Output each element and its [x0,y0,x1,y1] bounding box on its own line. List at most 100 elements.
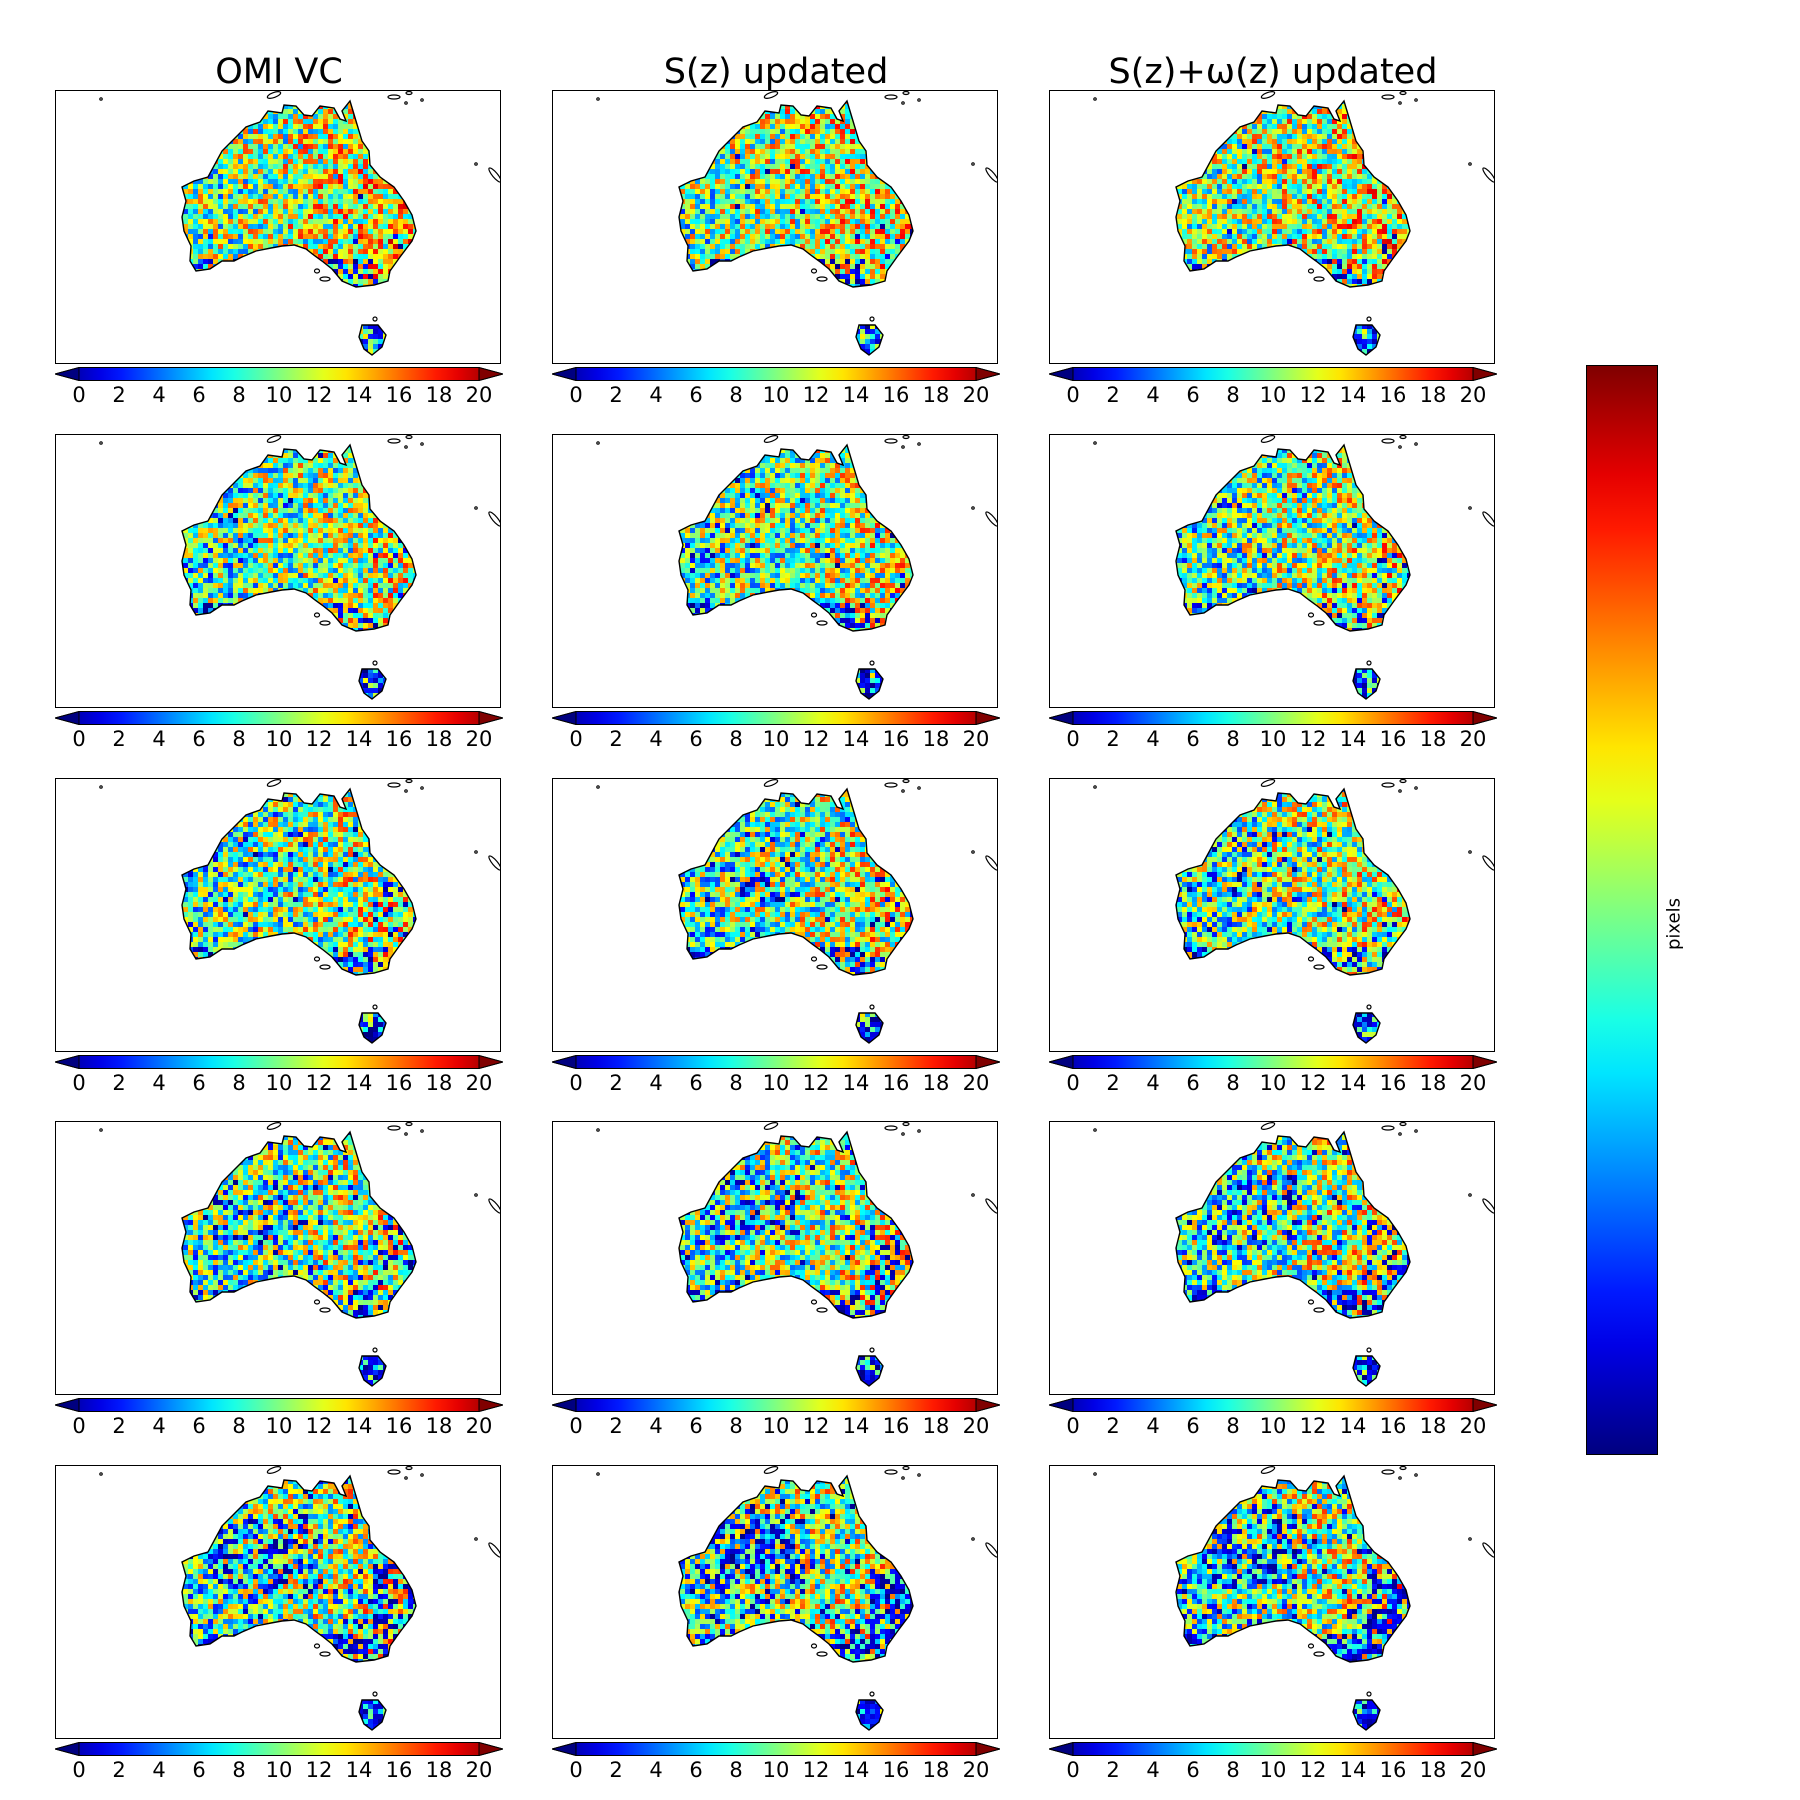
colorbar-tick-label: 0 [72,1413,85,1439]
colorbar-tick-label: 8 [232,1413,245,1439]
colorbar-tick-label: 20 [963,726,990,752]
colorbar-tick-label: 0 [569,1413,582,1439]
australia-heatmap [596,1466,997,1731]
colorbar-tick-label: 18 [426,1070,453,1096]
colorbar-tick-label: 20 [1460,726,1487,752]
colorbar-tick-label: 4 [1146,1070,1159,1096]
colorbar-tick-label: 4 [649,1757,662,1783]
colorbar-tick-label: 12 [1300,726,1327,752]
map-panel-r1-c1 [55,90,501,364]
colorbar-tick-label: 16 [1380,1413,1407,1439]
australia-heatmap [99,91,500,356]
map-panel-r2-c3 [1049,434,1495,708]
colorbar-tick-label: 8 [729,1070,742,1096]
australia-heatmap [99,435,500,700]
colorbar-tick-label: 0 [72,1757,85,1783]
colorbar-tick-label: 10 [763,726,790,752]
colorbar-tick-label: 4 [649,1413,662,1439]
colorbar-tick-label: 18 [923,1413,950,1439]
colorbar-tick-label: 2 [1106,726,1119,752]
colorbar-tick-label: 16 [1380,1070,1407,1096]
colorbar-tick-label: 18 [1420,1757,1447,1783]
colorbar-tick-label: 18 [426,726,453,752]
colorbar-tick-label: 10 [1260,1757,1287,1783]
colorbar-tick-label: 14 [1340,382,1367,408]
map-panel-r3-c2 [552,778,998,1052]
colorbar-tick-label: 4 [1146,382,1159,408]
colorbar-tick-label: 2 [609,1413,622,1439]
australia-heatmap [1093,435,1494,700]
colorbar-tick-label: 8 [232,1757,245,1783]
colorbar-tick-label: 4 [649,726,662,752]
colorbar-tick-label: 0 [569,1757,582,1783]
colorbar-tick-label: 20 [466,1757,493,1783]
colorbar-tick-label: 6 [1186,1070,1199,1096]
colorbar-r1-c3 [1047,366,1499,382]
shared-colorbar-label: pixels [1660,898,1688,950]
australia-heatmap [1093,91,1494,356]
colorbar-tick-label: 18 [1420,1070,1447,1096]
colorbar-tick-label: 18 [426,382,453,408]
colorbar-tick-label: 6 [689,1070,702,1096]
australia-heatmap [99,1466,500,1731]
colorbar-tick-label: 10 [763,1413,790,1439]
colorbar-ticks-r4-c3: 0 2 4 6 8 10 12 14 16 18 20 [1049,1413,1497,1439]
colorbar-tick-label: 6 [192,726,205,752]
colorbar-tick-label: 8 [729,726,742,752]
colorbar-tick-label: 20 [466,1070,493,1096]
colorbar-r1-c2 [550,366,1002,382]
colorbar-tick-label: 14 [346,382,373,408]
colorbar-ticks-r1-c2: 0 2 4 6 8 10 12 14 16 18 20 [552,382,1000,408]
colorbar-tick-label: 2 [112,726,125,752]
colorbar-tick-label: 16 [1380,726,1407,752]
map-panel-r2-c1 [55,434,501,708]
colorbar-tick-label: 8 [232,726,245,752]
colorbar-ticks-r1-c3: 0 2 4 6 8 10 12 14 16 18 20 [1049,382,1497,408]
colorbar-tick-label: 4 [1146,726,1159,752]
colorbar-tick-label: 8 [1226,1757,1239,1783]
colorbar-tick-label: 0 [569,1070,582,1096]
australia-heatmap [596,91,997,356]
australia-heatmap [1093,1122,1494,1387]
colorbar-tick-label: 14 [346,726,373,752]
colorbar-tick-label: 0 [1066,382,1079,408]
colorbar-tick-label: 14 [843,1070,870,1096]
colorbar-tick-label: 20 [466,1413,493,1439]
colorbar-tick-label: 4 [152,1070,165,1096]
colorbar-tick-label: 4 [152,726,165,752]
colorbar-tick-label: 16 [386,382,413,408]
colorbar-r3-c3 [1047,1054,1499,1070]
map-panel-r5-c1 [55,1465,501,1739]
colorbar-ticks-r2-c2: 0 2 4 6 8 10 12 14 16 18 20 [552,726,1000,752]
colorbar-r4-c2 [550,1397,1002,1413]
colorbar-tick-label: 20 [1460,382,1487,408]
colorbar-ticks-r3-c2: 0 2 4 6 8 10 12 14 16 18 20 [552,1070,1000,1096]
colorbar-r3-c2 [550,1054,1002,1070]
colorbar-tick-label: 6 [689,382,702,408]
map-panel-r3-c3 [1049,778,1495,1052]
colorbar-tick-label: 12 [803,726,830,752]
colorbar-tick-label: 14 [1340,1070,1367,1096]
colorbar-ticks-r3-c3: 0 2 4 6 8 10 12 14 16 18 20 [1049,1070,1497,1096]
colorbar-tick-label: 14 [843,1757,870,1783]
colorbar-tick-label: 10 [1260,726,1287,752]
map-panel-r4-c1 [55,1121,501,1395]
colorbar-r2-c1 [53,710,505,726]
colorbar-tick-label: 14 [1340,726,1367,752]
colorbar-tick-label: 6 [192,1757,205,1783]
colorbar-tick-label: 0 [1066,1413,1079,1439]
colorbar-tick-label: 16 [883,382,910,408]
colorbar-tick-label: 6 [1186,726,1199,752]
colorbar-tick-label: 2 [609,1070,622,1096]
colorbar-tick-label: 0 [72,726,85,752]
map-panel-r1-c2 [552,90,998,364]
colorbar-tick-label: 10 [763,1070,790,1096]
colorbar-tick-label: 10 [763,382,790,408]
colorbar-tick-label: 8 [729,1757,742,1783]
colorbar-tick-label: 18 [426,1757,453,1783]
colorbar-r4-c1 [53,1397,505,1413]
colorbar-tick-label: 18 [1420,726,1447,752]
colorbar-tick-label: 20 [1460,1413,1487,1439]
colorbar-tick-label: 10 [266,1070,293,1096]
colorbar-ticks-r5-c1: 0 2 4 6 8 10 12 14 16 18 20 [55,1757,503,1783]
